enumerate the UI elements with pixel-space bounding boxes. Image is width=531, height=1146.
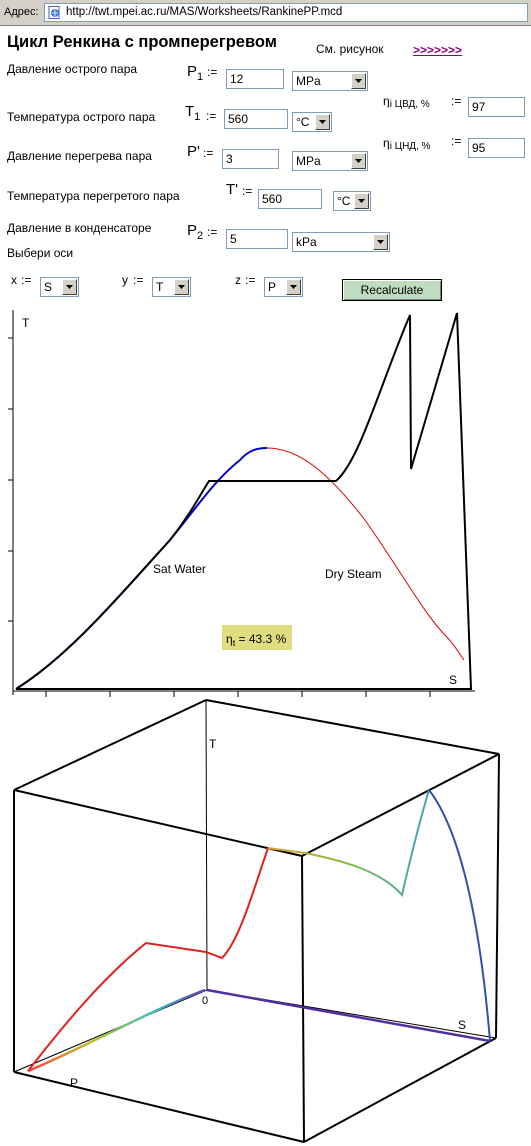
p1-label: Давление острого пара: [7, 62, 138, 76]
tr-assign: :=: [242, 184, 253, 198]
chevron-down-icon: [351, 73, 366, 89]
pr-input[interactable]: 3: [222, 149, 279, 169]
pr-assign: :=: [203, 146, 214, 160]
tr-unit-value: °C: [337, 194, 351, 208]
p1-input[interactable]: 12: [226, 69, 284, 89]
eta-lp-assign: :=: [451, 134, 462, 148]
x-axis-label: S: [449, 673, 457, 687]
eta-hp-assign: :=: [451, 94, 462, 108]
condenser-line: [206, 988, 491, 1043]
t1-assign: :=: [206, 109, 217, 123]
p2-unit-select[interactable]: kPa: [292, 232, 390, 252]
t1-symbol: T1: [185, 103, 201, 123]
pr-symbol: P': [187, 143, 200, 160]
dry-steam-label: Dry Steam: [325, 567, 382, 581]
bounding-box: [13, 699, 500, 1143]
chevron-down-icon: [354, 193, 369, 209]
p1-assign: :=: [207, 65, 218, 79]
t1-input[interactable]: 560: [224, 109, 288, 129]
pr-unit-value: MPa: [296, 154, 321, 168]
axis-z-select[interactable]: P: [264, 277, 303, 297]
chevron-down-icon: [286, 279, 301, 295]
eta-lp-input[interactable]: 95: [468, 138, 525, 158]
y-ticks: [8, 337, 13, 622]
axis-z-value: P: [268, 280, 277, 294]
axis-s-label: S: [458, 1018, 466, 1032]
address-label: Адрес:: [4, 6, 39, 18]
expansion-path-3d: [267, 789, 430, 898]
recalculate-button[interactable]: Recalculate: [342, 279, 442, 301]
axes-prompt: Выбери оси: [7, 246, 74, 260]
p2-input[interactable]: 5: [226, 229, 288, 249]
origin-label: 0: [202, 995, 208, 1007]
axis-y-select[interactable]: T: [152, 277, 191, 297]
eta-hp-label: ηi ЦВД, %: [383, 94, 430, 110]
p2-symbol: P2: [187, 222, 204, 242]
rankine-cycle-path: [15, 312, 473, 690]
axis-y-assign: :=: [133, 273, 144, 287]
eta-lp-label: ηi ЦНД, %: [383, 136, 431, 152]
ts-plot: T S Sat Water Dry Steam ηt = 43.3 %: [8, 310, 475, 697]
worksheet-title: Цикл Ренкина с промперегревом: [7, 33, 277, 51]
lp-expansion-path-3d: [428, 789, 491, 1042]
tr-unit-select[interactable]: °C: [333, 191, 371, 211]
axis-t-label: T: [209, 737, 217, 751]
p1-unit-select[interactable]: MPa: [292, 71, 368, 91]
axis-p-label: P: [70, 1076, 78, 1090]
x-ticks: [45, 691, 431, 697]
tr-label: Температура перегретого пара: [7, 189, 180, 203]
chevron-down-icon: [315, 114, 330, 130]
saturated-vapor-curve: [266, 447, 465, 661]
axis-x-value: S: [44, 280, 53, 294]
figure-link[interactable]: >>>>>>>: [413, 43, 463, 57]
see-figure-label: См. рисунок: [316, 42, 384, 56]
chevron-down-icon: [174, 279, 189, 295]
sat-water-label: Sat Water: [153, 562, 206, 576]
t1-unit-select[interactable]: °C: [292, 112, 332, 132]
ts-p-3d-plot: T S P 0: [13, 699, 500, 1143]
p2-unit-value: kPa: [296, 235, 317, 249]
address-field[interactable]: http://twt.mpei.ac.ru/MAS/Worksheets/Ran…: [44, 3, 528, 22]
t1-label: Температура острого пара: [7, 110, 156, 124]
p2-label: Давление в конденсаторе: [7, 221, 152, 235]
pr-unit-select[interactable]: MPa: [292, 151, 368, 171]
axis-z-label: z: [235, 273, 241, 287]
p2-assign: :=: [207, 225, 218, 239]
axis-x-assign: :=: [21, 273, 32, 287]
address-bar: Адрес: http://twt.mpei.ac.ru/MAS/Workshe…: [0, 0, 531, 26]
y-axis-label: T: [22, 316, 30, 330]
pr-label: Давление перегрева пара: [7, 149, 152, 163]
efficiency-badge: [222, 625, 292, 650]
efficiency-text: ηt = 43.3 %: [226, 632, 287, 648]
base-pump-line: [27, 988, 206, 1073]
heating-path-3d: [27, 847, 269, 1072]
axis-x-label: x: [11, 273, 17, 287]
axis-x-select[interactable]: S: [40, 277, 79, 297]
tr-input[interactable]: 560: [258, 189, 322, 209]
url-text: http://twt.mpei.ac.ru/MAS/Worksheets/Ran…: [66, 6, 343, 18]
tr-symbol: T': [226, 181, 239, 198]
chevron-down-icon: [373, 234, 388, 250]
page-icon: [48, 6, 60, 19]
t1-unit-value: °C: [296, 115, 310, 129]
p1-symbol: P1: [187, 63, 204, 83]
axis-z-assign: :=: [245, 273, 256, 287]
chevron-down-icon: [351, 153, 366, 169]
saturated-liquid-curve: [15, 447, 268, 690]
axis-y-value: T: [156, 280, 164, 294]
chevron-down-icon: [62, 279, 77, 295]
axis-y-label: y: [122, 273, 128, 287]
eta-hp-input[interactable]: 97: [468, 97, 525, 117]
p1-unit-value: MPa: [296, 74, 321, 88]
